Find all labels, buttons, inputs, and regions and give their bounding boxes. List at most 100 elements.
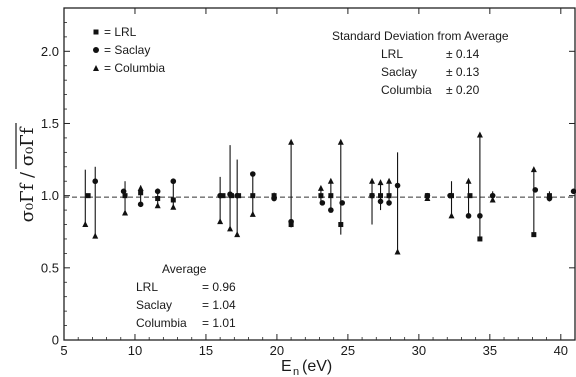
legend-marker-circle xyxy=(93,47,99,53)
legend-marker-square xyxy=(93,29,99,35)
points-group xyxy=(82,131,576,255)
point-saclay xyxy=(328,207,334,213)
x-tick-label: 5 xyxy=(60,343,67,358)
point-columbia xyxy=(377,179,384,186)
x-tick-label: 15 xyxy=(199,343,213,358)
y-ticks-group: 0 0.5 1.0 1.5 2.0 xyxy=(41,22,575,348)
point-columbia xyxy=(530,166,537,173)
point-columbia xyxy=(369,177,376,184)
average-value-saclay: = 1.04 xyxy=(202,298,236,312)
x-ticks-group: 5 10 15 20 25 30 35 40 xyxy=(60,8,576,358)
y-axis-label: σ₀Γf / σ₀Γf xyxy=(15,123,38,222)
point-saclay xyxy=(227,191,233,198)
average-box: Average LRL = 0.96 Saclay = 1.04 Columbi… xyxy=(136,262,236,330)
point-columbia xyxy=(337,138,344,145)
x-tick-label: 30 xyxy=(412,343,426,358)
x-axis-label-unit: (eV) xyxy=(302,358,332,375)
legend: = LRL = Saclay = Columbia xyxy=(93,25,165,75)
point-lrl xyxy=(220,193,226,199)
point-columbia xyxy=(465,177,472,184)
point-saclay xyxy=(170,178,177,185)
point-columbia xyxy=(137,184,144,191)
point-lrl xyxy=(170,197,176,203)
std-dev-name-saclay: Saclay xyxy=(381,65,417,79)
point-lrl xyxy=(467,193,473,199)
vertical-bars-group xyxy=(84,135,551,252)
std-dev-value-columbia: ± 0.20 xyxy=(446,83,480,97)
point-lrl xyxy=(531,232,537,238)
point-columbia xyxy=(249,210,256,217)
point-columbia xyxy=(288,138,295,145)
point-columbia xyxy=(154,202,161,209)
point-saclay xyxy=(234,192,240,199)
point-saclay xyxy=(249,171,256,177)
point-columbia xyxy=(227,225,234,232)
point-saclay xyxy=(217,192,223,199)
point-lrl xyxy=(378,193,384,199)
point-lrl xyxy=(85,193,91,199)
point-saclay xyxy=(339,200,346,206)
point-saclay xyxy=(319,200,326,206)
average-value-lrl: = 0.96 xyxy=(202,280,236,294)
average-name-saclay: Saclay xyxy=(136,298,172,312)
point-lrl xyxy=(477,236,483,242)
point-saclay xyxy=(377,198,384,205)
x-axis-label-sub: n xyxy=(293,366,299,377)
point-columbia xyxy=(476,131,483,138)
point-columbia xyxy=(394,248,401,255)
std-dev-name-columbia: Columbia xyxy=(381,83,432,97)
point-saclay xyxy=(465,213,472,219)
point-columbia xyxy=(424,195,431,202)
point-lrl xyxy=(338,222,344,228)
point-lrl xyxy=(250,193,256,199)
point-lrl xyxy=(318,193,324,199)
legend-label-saclay: = Saclay xyxy=(104,43,150,57)
legend-marker-triangle xyxy=(93,65,99,71)
point-saclay xyxy=(532,187,539,193)
std-dev-box: Standard Deviation from Average LRL ± 0.… xyxy=(332,29,509,97)
point-columbia xyxy=(386,177,393,184)
point-columbia xyxy=(448,212,455,219)
point-lrl xyxy=(138,190,144,196)
x-axis-label: E n (eV) xyxy=(281,358,332,377)
point-saclay xyxy=(137,201,144,208)
point-saclay xyxy=(120,188,127,195)
point-columbia xyxy=(82,221,89,228)
point-columbia xyxy=(317,184,324,191)
legend-label-lrl: = LRL xyxy=(104,25,137,39)
point-lrl xyxy=(122,193,128,199)
point-columbia xyxy=(489,196,496,203)
average-name-lrl: LRL xyxy=(136,280,158,294)
point-saclay xyxy=(489,192,496,199)
legend-label-columbia: = Columbia xyxy=(104,61,165,75)
point-columbia xyxy=(327,177,334,184)
point-saclay xyxy=(394,182,401,189)
point-columbia xyxy=(217,218,224,225)
std-dev-name-lrl: LRL xyxy=(381,47,403,61)
std-dev-value-lrl: ± 0.14 xyxy=(446,47,480,61)
point-lrl xyxy=(155,196,161,202)
point-saclay xyxy=(570,188,576,195)
point-lrl xyxy=(328,193,334,199)
x-tick-label: 35 xyxy=(483,343,497,358)
y-axis-label-text: σ₀Γf / σ₀Γf xyxy=(17,126,38,222)
point-columbia xyxy=(234,231,241,238)
point-lrl xyxy=(288,222,294,228)
average-name-columbia: Columbia xyxy=(136,316,187,330)
point-columbia xyxy=(546,192,553,199)
y-tick-label: 1.5 xyxy=(41,116,59,131)
point-saclay xyxy=(92,178,99,185)
x-tick-label: 25 xyxy=(341,343,355,358)
average-value-columbia: = 1.01 xyxy=(202,316,236,330)
y-tick-label: 0.5 xyxy=(41,260,59,275)
x-tick-label: 10 xyxy=(128,343,142,358)
point-lrl xyxy=(386,193,392,199)
point-saclay xyxy=(369,192,375,199)
point-columbia xyxy=(122,209,129,216)
x-tick-label: 40 xyxy=(554,343,568,358)
y-tick-label: 2.0 xyxy=(41,44,59,59)
average-title: Average xyxy=(162,262,207,276)
point-columbia xyxy=(92,232,99,239)
point-saclay xyxy=(288,218,294,225)
